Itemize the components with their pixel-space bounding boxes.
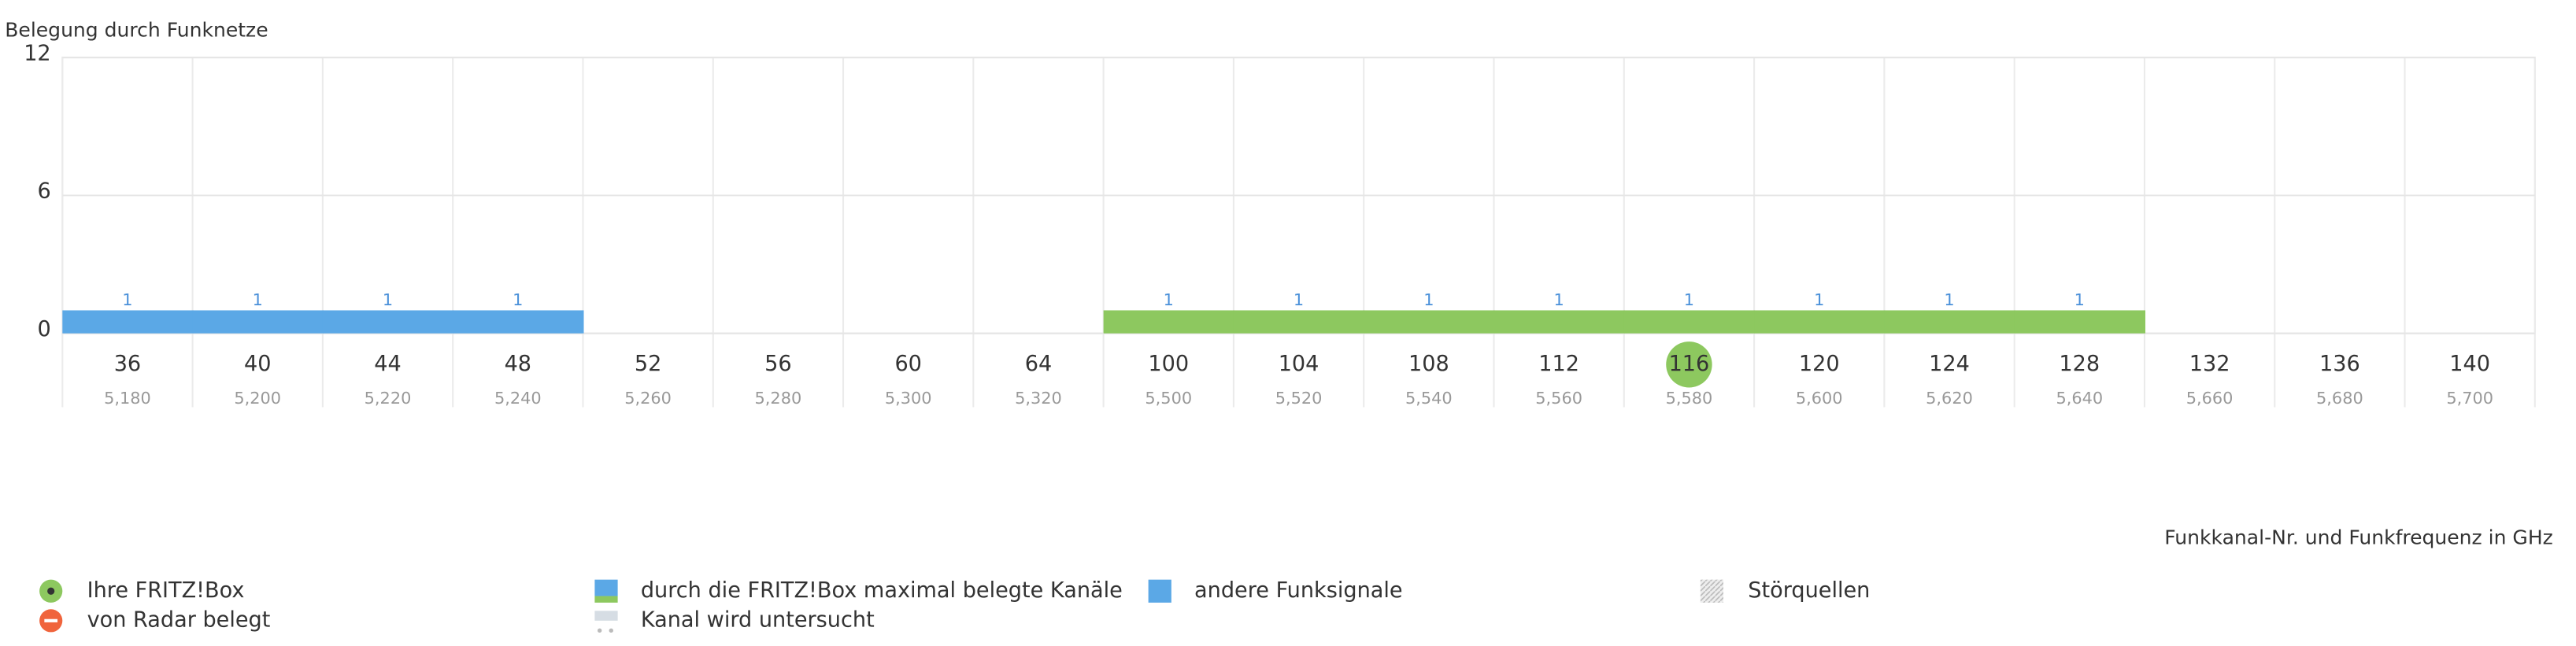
legend-label: durch die FRITZ!Box maximal belegte Kanä… [641, 578, 1123, 603]
x-tick-label: 124 [1929, 352, 1970, 376]
x-tick-label: 116 [1669, 352, 1710, 376]
bar [62, 310, 194, 334]
bar [322, 310, 454, 334]
legend-swatch [1148, 579, 1171, 603]
frequency-label: 5,520 [1275, 389, 1323, 408]
x-tick-label: 128 [2059, 352, 2100, 376]
bar [1493, 310, 1625, 334]
x-tick-label: 52 [635, 352, 662, 376]
value-label: 1 [253, 290, 263, 309]
legend-label: Ihre FRITZ!Box [87, 578, 245, 603]
legend: Ihre FRITZ!Box von Radar belegt Kanal wi… [39, 578, 1870, 633]
frequency-label: 5,620 [1926, 389, 1973, 408]
y-tick-label: 0 [37, 317, 50, 341]
legend-label: Kanal wird untersucht [641, 607, 875, 632]
frequency-label: 5,260 [624, 389, 672, 408]
x-tick-label: 100 [1148, 352, 1189, 376]
value-label: 1 [1814, 290, 1824, 309]
legend-icon [47, 587, 55, 595]
bar [453, 310, 584, 334]
value-label: 1 [1423, 290, 1434, 309]
legend-icon [44, 618, 58, 622]
bar [1364, 310, 1495, 334]
legend-label: Störquellen [1748, 578, 1870, 603]
own-channel-marker [1666, 341, 1712, 388]
frequency-label: 5,220 [365, 389, 412, 408]
value-label: 1 [122, 290, 132, 309]
value-label: 1 [2074, 290, 2085, 309]
frequency-label: 5,540 [1405, 389, 1453, 408]
value-label: 1 [513, 290, 523, 309]
x-tick-label: 140 [2449, 352, 2490, 376]
x-tick-label: 36 [114, 352, 142, 376]
value-label: 1 [1944, 290, 1954, 309]
value-label: 1 [1294, 290, 1304, 309]
legend-icon [597, 628, 602, 633]
frequency-label: 5,180 [104, 389, 151, 408]
value-label: 1 [1684, 290, 1694, 309]
x-tick-label: 64 [1025, 352, 1053, 376]
x-tick-label: 48 [505, 352, 532, 376]
bar [2014, 310, 2146, 334]
x-tick-label: 108 [1408, 352, 1449, 376]
legend-swatch [594, 596, 618, 603]
x-tick-label: 120 [1799, 352, 1840, 376]
frequency-label: 5,600 [1796, 389, 1843, 408]
frequency-label: 5,500 [1145, 389, 1192, 408]
frequency-label: 5,280 [755, 389, 802, 408]
bar [1754, 310, 1886, 334]
frequency-label: 5,320 [1015, 389, 1062, 408]
frequency-label: 5,240 [494, 389, 542, 408]
frequency-label: 5,580 [1666, 389, 1713, 408]
frequency-label: 5,660 [2186, 389, 2234, 408]
x-tick-label: 132 [2189, 352, 2230, 376]
frequency-label: 5,680 [2316, 389, 2363, 408]
x-tick-label: 136 [2319, 352, 2360, 376]
legend-icon [609, 628, 613, 633]
value-label: 1 [1554, 290, 1564, 309]
y-tick-label: 6 [37, 179, 50, 204]
x-tick-label: 60 [894, 352, 922, 376]
frequency-label: 5,700 [2446, 389, 2493, 408]
x-axis-label: Funkkanal-Nr. und Funkfrequenz in GHz [2164, 526, 2553, 548]
legend-label: andere Funksignale [1194, 578, 1403, 603]
frequency-label: 5,200 [234, 389, 281, 408]
frequency-label: 5,640 [2056, 389, 2103, 408]
chart-title: Belegung durch Funknetze [5, 19, 268, 42]
x-tick-label: 112 [1538, 352, 1579, 376]
legend-label: von Radar belegt [87, 607, 271, 632]
x-tick-label: 104 [1279, 352, 1319, 376]
value-label: 1 [1164, 290, 1174, 309]
bar [1623, 310, 1756, 334]
bar [1884, 310, 2015, 334]
bar [1103, 310, 1234, 334]
frequency-label: 5,560 [1535, 389, 1582, 408]
legend-swatch [594, 579, 618, 596]
frequency-label: 5,300 [885, 389, 932, 408]
value-label: 1 [383, 290, 393, 309]
legend-icon [1700, 579, 1723, 603]
bar [192, 310, 324, 334]
x-tick-label: 56 [764, 352, 792, 376]
bar [1233, 310, 1365, 334]
y-tick-label: 12 [24, 41, 51, 65]
x-tick-label: 44 [374, 352, 402, 376]
legend-icon [594, 611, 618, 621]
x-tick-label: 40 [244, 352, 272, 376]
